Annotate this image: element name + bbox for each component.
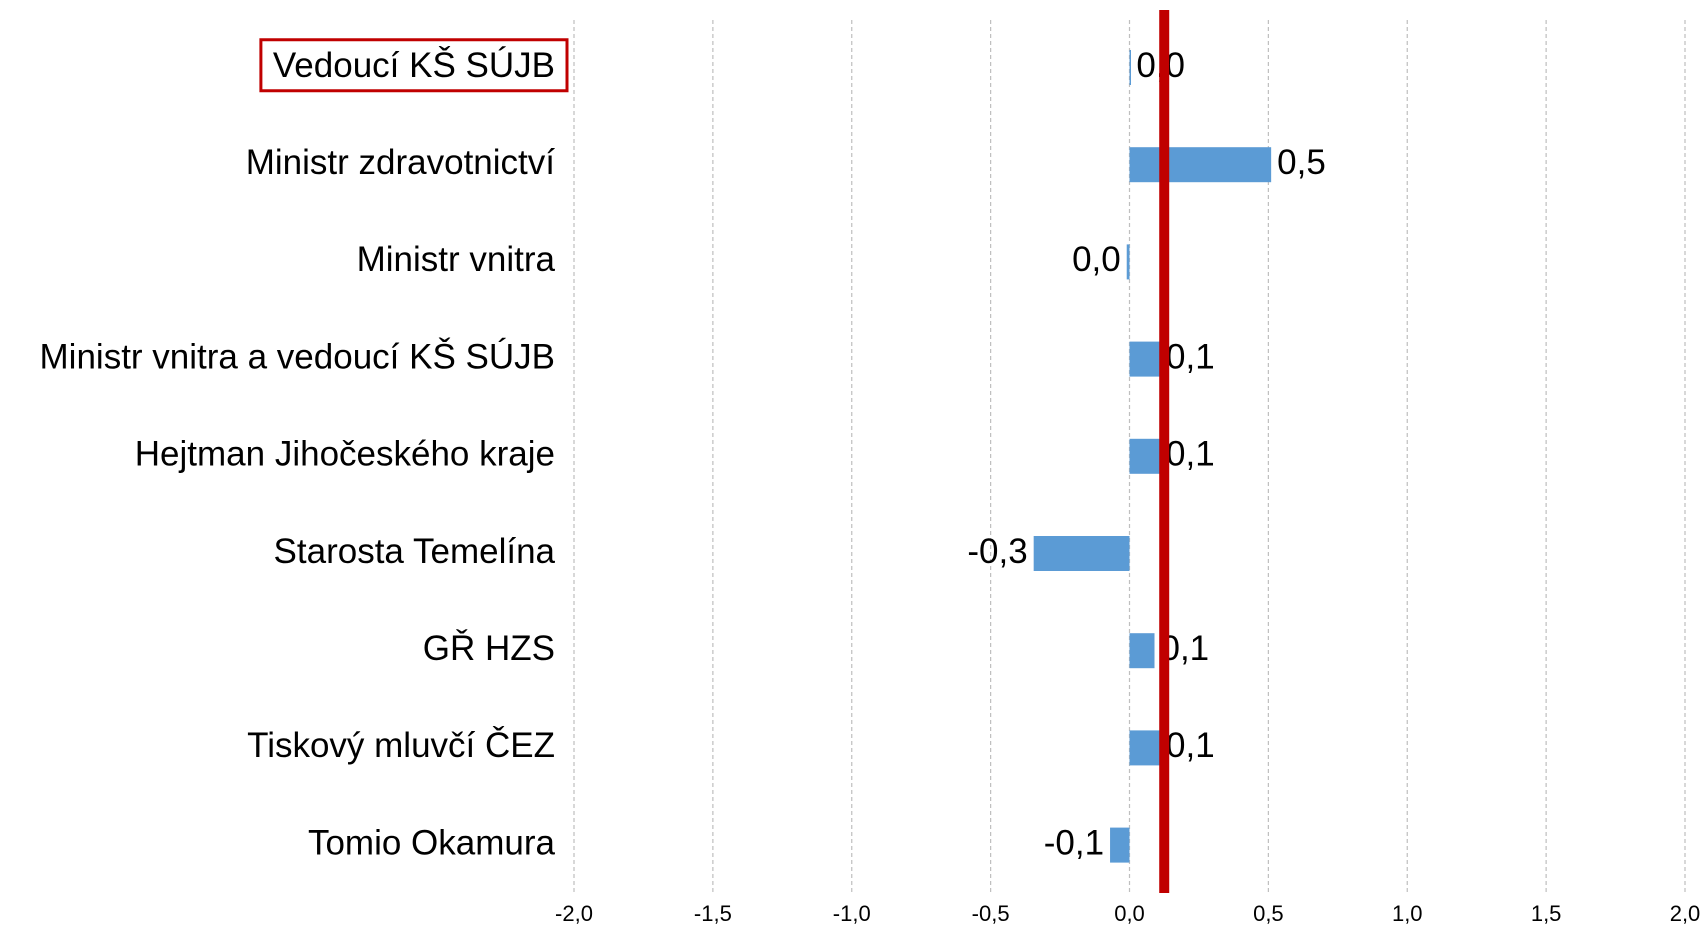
category-label: Starosta Temelína (274, 532, 556, 571)
data-label: -0,1 (1044, 823, 1104, 862)
x-tick-label: -1,5 (694, 901, 732, 926)
category-label: Ministr vnitra (357, 240, 556, 279)
category-label: Vedoucí KŠ SÚJB (273, 46, 555, 85)
category-label: Tiskový mluvčí ČEZ (247, 726, 555, 765)
highlight-box (259, 38, 569, 93)
data-label: 0,5 (1277, 143, 1326, 182)
data-label: -0,3 (967, 532, 1027, 571)
category-label: Tomio Okamura (308, 823, 556, 862)
x-tick-label: -2,0 (555, 901, 593, 926)
data-label: 0,1 (1166, 337, 1215, 376)
bar (1129, 633, 1155, 669)
bar (1129, 50, 1131, 85)
category-label: Ministr zdravotnictví (246, 143, 556, 182)
bar (1129, 147, 1272, 183)
x-tick-label: -0,5 (972, 901, 1010, 926)
x-tick-label: 2,0 (1670, 901, 1701, 926)
bar (1110, 827, 1130, 863)
x-tick-label: 1,0 (1392, 901, 1423, 926)
bar (1033, 536, 1130, 571)
category-label: Ministr vnitra a vedoucí KŠ SÚJB (40, 337, 555, 376)
data-label: 0,1 (1166, 726, 1215, 765)
category-label: Hejtman Jihočeského kraje (135, 435, 555, 474)
data-label: 0,1 (1166, 435, 1215, 474)
bar (1126, 244, 1130, 280)
x-tick-label: 0,5 (1253, 901, 1284, 926)
bar (1129, 438, 1161, 474)
x-tick-label: 0,0 (1114, 901, 1145, 926)
x-tick-label: -1,0 (833, 901, 871, 926)
bar (1129, 341, 1161, 377)
data-label: 0,0 (1072, 240, 1121, 279)
bar (1129, 730, 1161, 766)
x-tick-label: 1,5 (1531, 901, 1562, 926)
category-label: GŘ HZS (423, 629, 555, 668)
